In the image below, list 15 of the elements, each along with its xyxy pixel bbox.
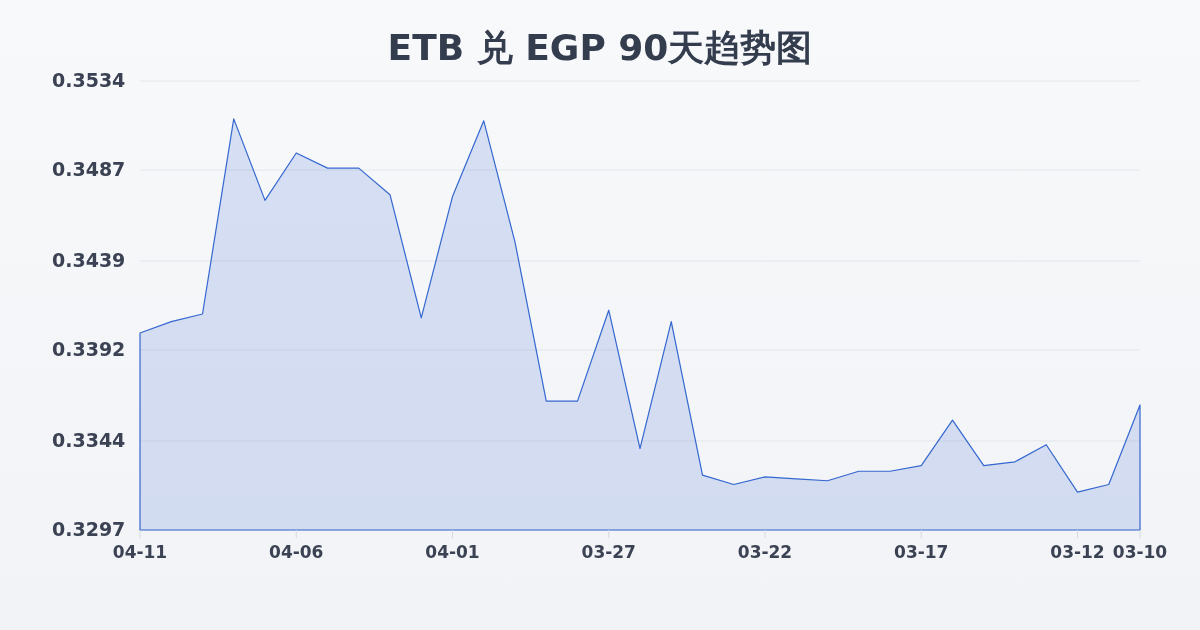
x-tick-label: 03-10: [1112, 542, 1168, 562]
y-tick-label: 0.3392: [52, 338, 126, 361]
x-tick-label: 03-17: [894, 542, 949, 562]
x-tick-label: 03-12: [1050, 542, 1105, 562]
y-tick-label: 0.3297: [52, 518, 126, 540]
y-tick-label: 0.3487: [52, 158, 126, 181]
x-tick-label: 04-11: [112, 542, 168, 562]
y-tick-label: 0.3439: [52, 248, 126, 271]
x-tick-label: 03-27: [581, 542, 636, 562]
x-tick-label: 04-06: [269, 542, 324, 562]
x-tick-label: 03-22: [737, 542, 793, 562]
chart-title: ETB 兑 EGP 90天趋势图: [387, 26, 813, 68]
y-tick-label: 0.3344: [52, 428, 126, 451]
x-tick-label: 04-01: [425, 542, 480, 562]
y-tick-label: 0.3534: [52, 69, 126, 91]
